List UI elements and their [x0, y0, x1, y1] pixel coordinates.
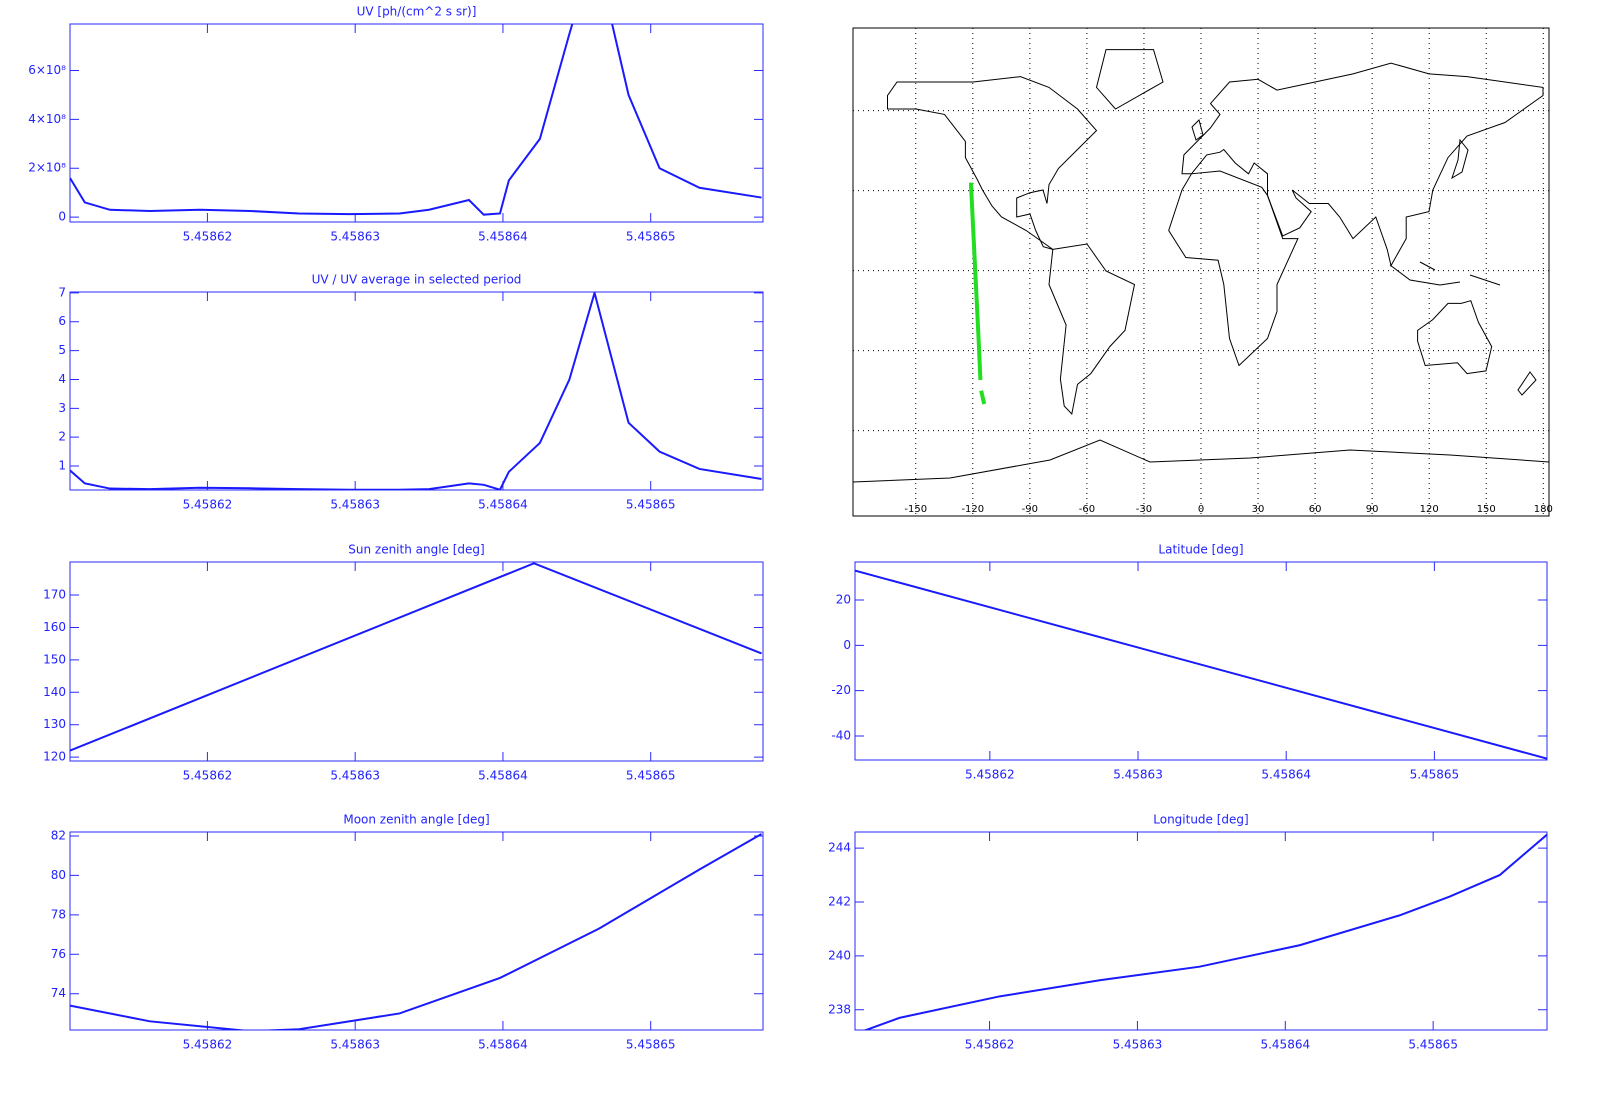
y-tick-label: 240 — [828, 948, 851, 962]
x-tick-label: 5.45862 — [183, 769, 233, 783]
y-tick-label: 2 — [58, 430, 66, 444]
data-line — [70, 562, 762, 752]
x-tick-label: 30 — [1252, 504, 1265, 515]
data-line — [70, 292, 762, 490]
y-tick-label: 78 — [51, 907, 66, 921]
x-tick-label: 5.45865 — [1408, 1038, 1458, 1052]
x-tick-label: 5.45865 — [626, 769, 676, 783]
y-tick-label: 20 — [836, 593, 851, 607]
plot-frame — [69, 23, 764, 223]
y-tick-label: 7 — [58, 285, 66, 299]
x-tick-label: 5.45863 — [1113, 768, 1163, 782]
x-tick-label: 5.45864 — [478, 769, 528, 783]
x-tick-label: 120 — [1420, 504, 1439, 515]
eurasia — [1181, 62, 1544, 267]
y-tick-label: 170 — [43, 588, 66, 602]
x-tick-label: 5.45864 — [478, 1038, 528, 1052]
x-tick-label: 5.45862 — [965, 1038, 1015, 1052]
x-tick-label: 5.45863 — [330, 1038, 380, 1052]
y-tick-label: 140 — [43, 685, 66, 699]
x-tick-label: 5.45864 — [1260, 1038, 1310, 1052]
africa — [1168, 170, 1299, 367]
x-tick-label: -120 — [961, 504, 984, 515]
y-tick-label: 6×10⁸ — [28, 63, 66, 77]
x-tick-label: 5.45865 — [626, 1038, 676, 1052]
y-tick-label: -20 — [831, 683, 851, 697]
y-tick-label: 242 — [828, 895, 851, 909]
north-america — [887, 76, 1098, 250]
x-tick-label: 5.45865 — [626, 498, 676, 512]
y-tick-label: 130 — [43, 717, 66, 731]
plot-frame — [854, 561, 1548, 761]
x-tick-label: 5.45863 — [330, 230, 380, 244]
y-tick-label: 4×10⁸ — [28, 112, 66, 126]
y-tick-label: 1 — [58, 459, 66, 473]
y-tick-label: 5 — [58, 343, 66, 357]
x-tick-label: 5.45865 — [1410, 768, 1460, 782]
y-tick-label: 4 — [58, 372, 66, 386]
x-tick-label: 5.45864 — [478, 498, 528, 512]
y-tick-label: -40 — [831, 728, 851, 742]
x-tick-label: 90 — [1366, 504, 1379, 515]
australia — [1417, 300, 1493, 375]
data-line — [863, 833, 1547, 1030]
data-line — [70, 833, 763, 1030]
plot-frame — [69, 561, 764, 762]
data-line — [70, 24, 762, 216]
y-tick-label: 160 — [43, 620, 66, 634]
x-tick-label: 0 — [1198, 504, 1204, 515]
x-tick-label: 180 — [1534, 504, 1553, 515]
coastlines — [853, 49, 1549, 483]
plot-frame — [69, 831, 764, 1031]
y-tick-label: 6 — [58, 314, 66, 328]
map-frame — [852, 27, 1550, 517]
chart-title: Longitude [deg] — [1153, 813, 1248, 827]
chart-title: UV / UV average in selected period — [312, 273, 522, 287]
x-tick-label: 5.45862 — [965, 768, 1015, 782]
orbit-track — [968, 182, 987, 405]
y-tick-label: 82 — [51, 828, 66, 842]
x-tick-label: 5.45862 — [183, 230, 233, 244]
y-tick-label: 0 — [58, 210, 66, 224]
x-tick-label: 150 — [1477, 504, 1496, 515]
x-tick-label: -60 — [1079, 504, 1095, 515]
x-tick-label: 5.45862 — [183, 1038, 233, 1052]
y-tick-label: 120 — [43, 750, 66, 764]
new-zealand — [1517, 371, 1537, 396]
y-tick-label: 244 — [828, 841, 851, 855]
japan — [1451, 138, 1469, 180]
y-tick-label: 76 — [51, 947, 66, 961]
data-line — [855, 569, 1547, 760]
x-tick-label: -30 — [1136, 504, 1152, 515]
chart-title: Moon zenith angle [deg] — [343, 813, 489, 827]
south-america — [1048, 243, 1136, 416]
y-tick-label: 80 — [51, 868, 66, 882]
plot-frame — [69, 291, 764, 491]
antarctica — [853, 439, 1549, 483]
chart-title: Sun zenith angle [deg] — [348, 543, 484, 557]
y-tick-label: 3 — [58, 401, 66, 415]
greenland — [1095, 49, 1164, 110]
x-tick-label: 60 — [1309, 504, 1322, 515]
y-tick-label: 2×10⁸ — [28, 161, 66, 175]
y-tick-label: 150 — [43, 652, 66, 666]
y-tick-label: 238 — [828, 1002, 851, 1016]
plot-frame — [854, 831, 1548, 1031]
indonesia — [1389, 261, 1501, 286]
x-tick-label: -150 — [904, 504, 927, 515]
uk — [1191, 119, 1204, 141]
chart-title: UV [ph/(cm^2 s sr)] — [357, 5, 477, 19]
y-tick-label: 0 — [843, 638, 851, 652]
x-tick-label: 5.45863 — [330, 498, 380, 512]
x-tick-label: -90 — [1022, 504, 1038, 515]
x-tick-label: 5.45864 — [1261, 768, 1311, 782]
chart-title: Latitude [deg] — [1158, 543, 1243, 557]
y-tick-label: 74 — [51, 986, 66, 1000]
x-tick-label: 5.45864 — [478, 230, 528, 244]
x-tick-label: 5.45865 — [626, 230, 676, 244]
x-tick-label: 5.45862 — [183, 498, 233, 512]
x-tick-label: 5.45863 — [1113, 1038, 1163, 1052]
x-tick-label: 5.45863 — [330, 769, 380, 783]
